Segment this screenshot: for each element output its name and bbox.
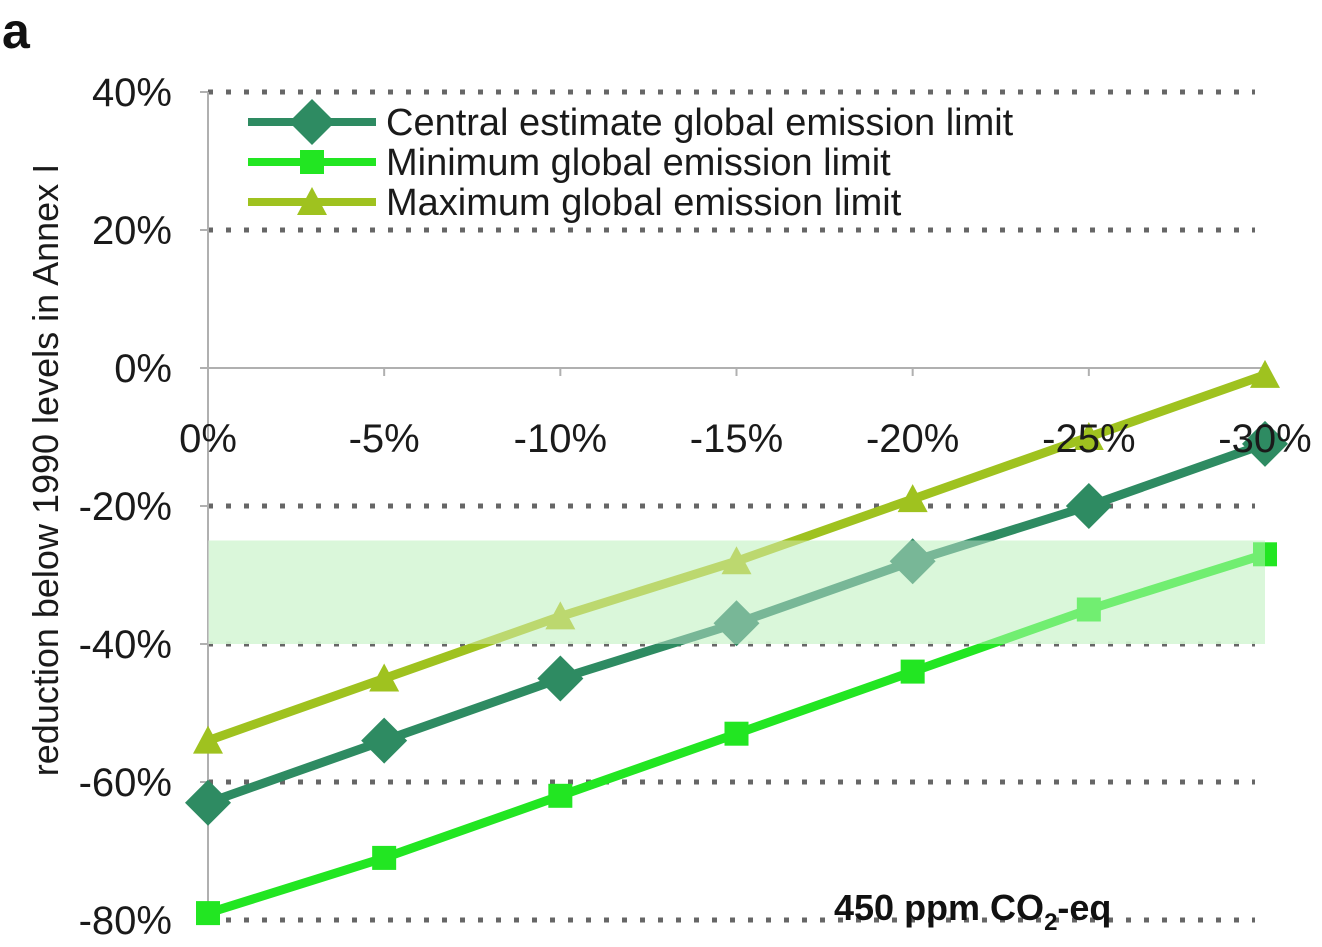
label-layer: 40%20%0%-20%-40%-60%-80%0% -5% -10% -15% -20… bbox=[79, 71, 1312, 943]
panel-label: a bbox=[2, 3, 31, 59]
x-tick-label: -10% bbox=[514, 417, 607, 461]
x-tick-label: -25% bbox=[1042, 417, 1135, 461]
data-point-minimum bbox=[900, 659, 925, 684]
data-point-central bbox=[185, 779, 231, 826]
series-layer bbox=[185, 359, 1288, 926]
legend-marker-central bbox=[289, 99, 335, 145]
data-point-central bbox=[1065, 483, 1112, 529]
data-point-central bbox=[889, 538, 936, 585]
y-tick-label: 0% bbox=[114, 347, 172, 391]
data-point-maximum bbox=[545, 601, 576, 630]
data-point-minimum bbox=[548, 783, 573, 808]
legend: Central estimate global emission limitMi… bbox=[248, 99, 1014, 224]
data-point-minimum bbox=[724, 721, 749, 746]
legend-marker-minimum bbox=[300, 150, 324, 174]
legend-marker-maximum bbox=[297, 187, 327, 215]
data-point-maximum bbox=[897, 484, 928, 513]
y-axis-title: reduction below 1990 levels in Annex I bbox=[25, 164, 66, 776]
data-point-minimum bbox=[196, 901, 220, 926]
data-point-central bbox=[713, 600, 760, 647]
annotation-main: 450 ppm CO bbox=[834, 887, 1044, 928]
data-point-maximum bbox=[721, 546, 752, 575]
data-point-minimum bbox=[372, 845, 397, 870]
y-tick-label: -80% bbox=[79, 899, 172, 943]
x-tick-label: -15% bbox=[690, 417, 783, 461]
y-tick-label: -40% bbox=[79, 623, 172, 667]
data-point-maximum bbox=[193, 725, 223, 754]
legend-label-maximum: Maximum global emission limit bbox=[386, 182, 902, 224]
data-point-minimum bbox=[1253, 542, 1277, 567]
y-tick-label: -60% bbox=[79, 761, 172, 805]
x-tick-label: -20% bbox=[866, 417, 959, 461]
data-point-minimum bbox=[1076, 597, 1101, 622]
y-tick-label: 20% bbox=[92, 209, 172, 253]
data-point-maximum bbox=[1250, 359, 1280, 388]
data-point-central bbox=[361, 717, 408, 764]
annotation-tail: -eq bbox=[1057, 887, 1111, 928]
legend-label-minimum: Minimum global emission limit bbox=[386, 142, 891, 184]
x-tick-label: -5% bbox=[349, 417, 420, 461]
annotation-subscript: 2 bbox=[1044, 909, 1057, 936]
y-tick-label: -20% bbox=[79, 485, 172, 529]
data-point-maximum bbox=[1073, 422, 1104, 450]
x-tick-label: -30% bbox=[1218, 417, 1311, 461]
legend-label-central: Central estimate global emission limit bbox=[386, 102, 1014, 144]
data-point-central bbox=[1242, 420, 1288, 467]
band-overlay bbox=[208, 540, 1265, 644]
x-tick-label: 0% bbox=[179, 417, 237, 461]
annotation-450ppm: 450 ppm CO2-eq bbox=[834, 887, 1111, 936]
data-point-maximum bbox=[369, 663, 400, 692]
data-point-central bbox=[537, 655, 584, 702]
y-tick-label: 40% bbox=[92, 71, 172, 115]
